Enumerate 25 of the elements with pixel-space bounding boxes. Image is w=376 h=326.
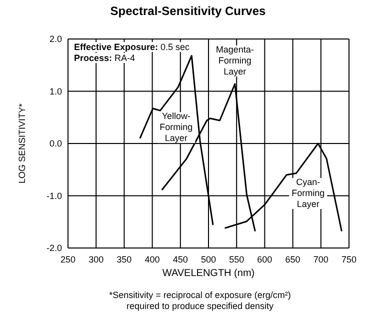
x-tick-label: 600 — [257, 254, 272, 264]
x-tick-label: 750 — [341, 254, 357, 264]
annotation: Process: RA-4 — [74, 53, 136, 63]
annotation: Effective Exposure: 0.5 sec — [74, 42, 190, 52]
y-axis-title: LOG SENSITIVITY* — [17, 103, 28, 184]
series-label: Yellow-Forming Layer — [160, 111, 193, 144]
y-tick-label: 0.0 — [49, 138, 62, 149]
x-tick-label: 500 — [200, 254, 216, 264]
y-tick-label: 2.0 — [49, 34, 62, 44]
chart-title: Spectral-Sensitivity Curves — [109, 4, 267, 18]
x-tick-label: 350 — [116, 254, 132, 264]
series-label: Cyan-Forming Layer — [292, 177, 325, 209]
text: Magenta-Forming Layer — [216, 44, 254, 76]
x-axis-title: WAVELENGTH (nm) — [162, 268, 255, 279]
x-tick-label: 700 — [313, 254, 328, 264]
x-tick-label: 550 — [229, 254, 244, 264]
x-tick-label: 650 — [285, 254, 300, 264]
x-tick-label: 250 — [60, 254, 76, 264]
x-tick-label: 400 — [144, 254, 160, 264]
x-tick-label: 300 — [88, 254, 104, 264]
y-tick-label: 1.0 — [49, 86, 62, 96]
y-tick-label: -2.0 — [46, 243, 62, 254]
x-tick-label: 450 — [172, 254, 188, 264]
y-tick-label: -1.0 — [46, 190, 62, 201]
text: *Sensitivity = reciprocal of exposure (erg/cm²) required to produce specified density — [108, 290, 292, 312]
